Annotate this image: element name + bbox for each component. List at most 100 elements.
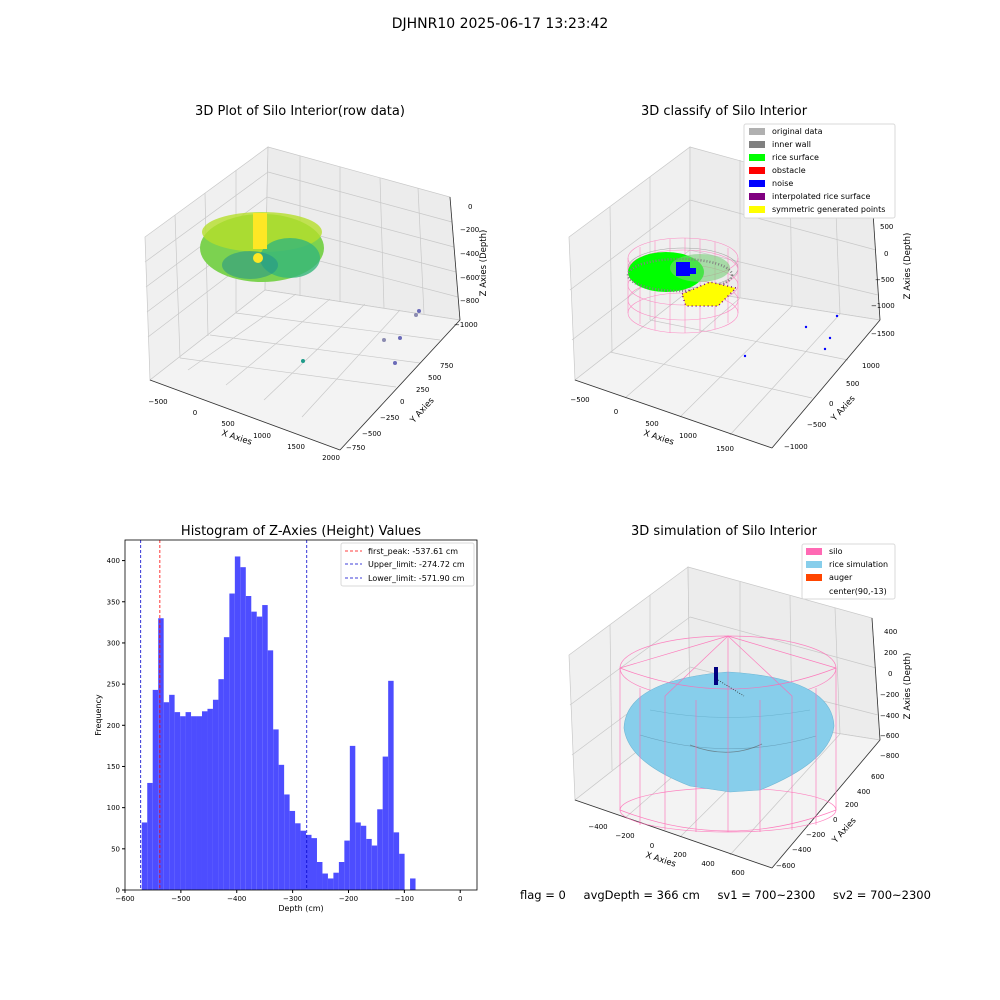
p1-zlabel: Z Axies (Depth) (479, 230, 489, 297)
p2-ztick: −500 (875, 276, 894, 284)
legend-label: interpolated rice surface (772, 192, 870, 201)
panel3-title: Histogram of Z-Axies (Height) Values (180, 524, 422, 539)
p2-xtick: 1500 (716, 445, 734, 453)
p2-ytick: 500 (846, 380, 859, 388)
legend-label: rice surface (772, 153, 819, 162)
histogram-bar (141, 822, 148, 890)
legend-label: first_peak: -537.61 cm (368, 547, 458, 556)
p4-ytick: −600 (776, 862, 795, 870)
p4-ytick: −400 (792, 846, 811, 854)
p4-ytick: 600 (871, 773, 884, 781)
histogram-bar (240, 567, 246, 890)
p4-ztick: 400 (884, 628, 897, 636)
avg-depth-text: avgDepth = 366 cm (583, 888, 700, 902)
histogram-bars (141, 556, 416, 890)
p4-ytick: 400 (857, 788, 870, 796)
histogram-bar (251, 611, 257, 890)
legend-swatch (749, 128, 765, 135)
p1-ytick: 250 (416, 386, 429, 394)
histogram-bar (223, 637, 230, 890)
p4-zlabel: Z Axies (Depth) (903, 653, 913, 720)
p4-xtick: −400 (588, 823, 607, 831)
histogram-bar (349, 745, 356, 890)
p4-ztick: −600 (880, 732, 899, 740)
p4-xtick: 600 (731, 869, 744, 877)
p1-xlabel: X Axies (220, 428, 253, 447)
panel2-plot: original data inner wall rice surface ob… (568, 123, 913, 453)
histogram-bar (338, 862, 345, 890)
legend-label: obstacle (772, 166, 806, 175)
y-tick-label: 400 (107, 557, 120, 565)
x-tick-label: −300 (283, 895, 302, 903)
y-tick-label: 50 (111, 845, 120, 853)
y-tick-label: 300 (107, 639, 120, 647)
legend-swatch (749, 193, 765, 200)
histogram-bar (212, 699, 219, 890)
p4-ztick: −200 (880, 691, 899, 699)
p1-xtick: 1000 (253, 432, 271, 440)
legend-swatch (806, 574, 822, 581)
panel2-legend: original data inner wall rice surface ob… (743, 123, 896, 219)
p1-xtick: 500 (221, 420, 234, 428)
y-tick-label: 250 (107, 681, 120, 689)
histogram-bar (382, 756, 389, 890)
histogram-bar (399, 853, 405, 890)
histogram-bar (316, 862, 323, 890)
status-footer: flag = 0 avgDepth = 366 cm sv1 = 700~230… (520, 888, 945, 902)
histogram-bar (234, 556, 241, 890)
p1-ytick: −500 (362, 430, 381, 438)
histogram-bar (191, 716, 197, 890)
histogram-bar (322, 873, 328, 890)
sv2-text: sv2 = 700~2300 (833, 888, 931, 902)
p1-xtick: 0 (193, 409, 197, 417)
x-tick-label: −100 (395, 895, 414, 903)
histogram-bar (388, 680, 394, 890)
histogram-xlabel: Depth (cm) (278, 904, 323, 913)
panel1-title: 3D Plot of Silo Interior(row data) (195, 104, 405, 119)
p2-ztick: 0 (884, 250, 888, 258)
y-tick-label: 0 (116, 887, 120, 895)
histogram-bar (278, 764, 285, 890)
x-tick-label: −500 (171, 895, 190, 903)
p4-xtick: 0 (650, 842, 654, 850)
legend-swatch (749, 154, 765, 161)
legend-label: inner wall (772, 140, 811, 149)
legend-label: symmetric generated points (772, 205, 885, 214)
histogram-bar (185, 712, 192, 890)
histogram-bar (207, 708, 213, 890)
histogram-bar (147, 782, 153, 890)
legend-label: center(90,-13) (829, 587, 887, 596)
x-tick-label: −200 (339, 895, 358, 903)
p1-xtick: 1500 (287, 443, 305, 451)
p1-xtick: 2000 (322, 454, 340, 462)
histogram-bar (158, 618, 164, 890)
panel2-title: 3D classify of Silo Interior (640, 104, 808, 119)
p2-zlabel: Z Axies (Depth) (903, 233, 913, 300)
y-tick-label: 150 (107, 763, 120, 771)
p1-ztick: −400 (460, 250, 479, 258)
histogram-bar (410, 878, 416, 890)
p4-ytick: −200 (806, 831, 825, 839)
panel4-title: 3D simulation of Silo Interior (631, 524, 817, 539)
histogram-bar (267, 650, 274, 890)
x-tick-label: −600 (115, 895, 134, 903)
panel1-rice-cloud (200, 212, 421, 365)
histogram-bar (295, 823, 301, 890)
histogram-bar (360, 825, 367, 890)
histogram-bar (371, 845, 378, 890)
y-tick-label: 350 (107, 598, 120, 606)
p1-ztick: −1000 (454, 321, 478, 329)
histogram-plot: −600 −500 −400 −300 −200 −100 0 0 50 100 150 200 250… (94, 539, 478, 913)
histogram-bar (289, 810, 296, 890)
p4-ztick: −400 (880, 712, 899, 720)
p4-ztick: −800 (880, 752, 899, 760)
p2-ytick: −500 (807, 421, 826, 429)
p1-xtick: −500 (148, 398, 167, 406)
histogram-bar (201, 711, 208, 890)
panel1-plot: −500 0 500 1000 1500 2000 −750 −500 −250… (144, 146, 489, 462)
histogram-bar (344, 840, 350, 890)
p4-xtick: 200 (673, 851, 686, 859)
p4-ztick: 200 (884, 649, 897, 657)
panel4-legend: silo rice simulation auger center(90,-13… (801, 543, 896, 600)
p1-ytick: −750 (346, 444, 365, 452)
